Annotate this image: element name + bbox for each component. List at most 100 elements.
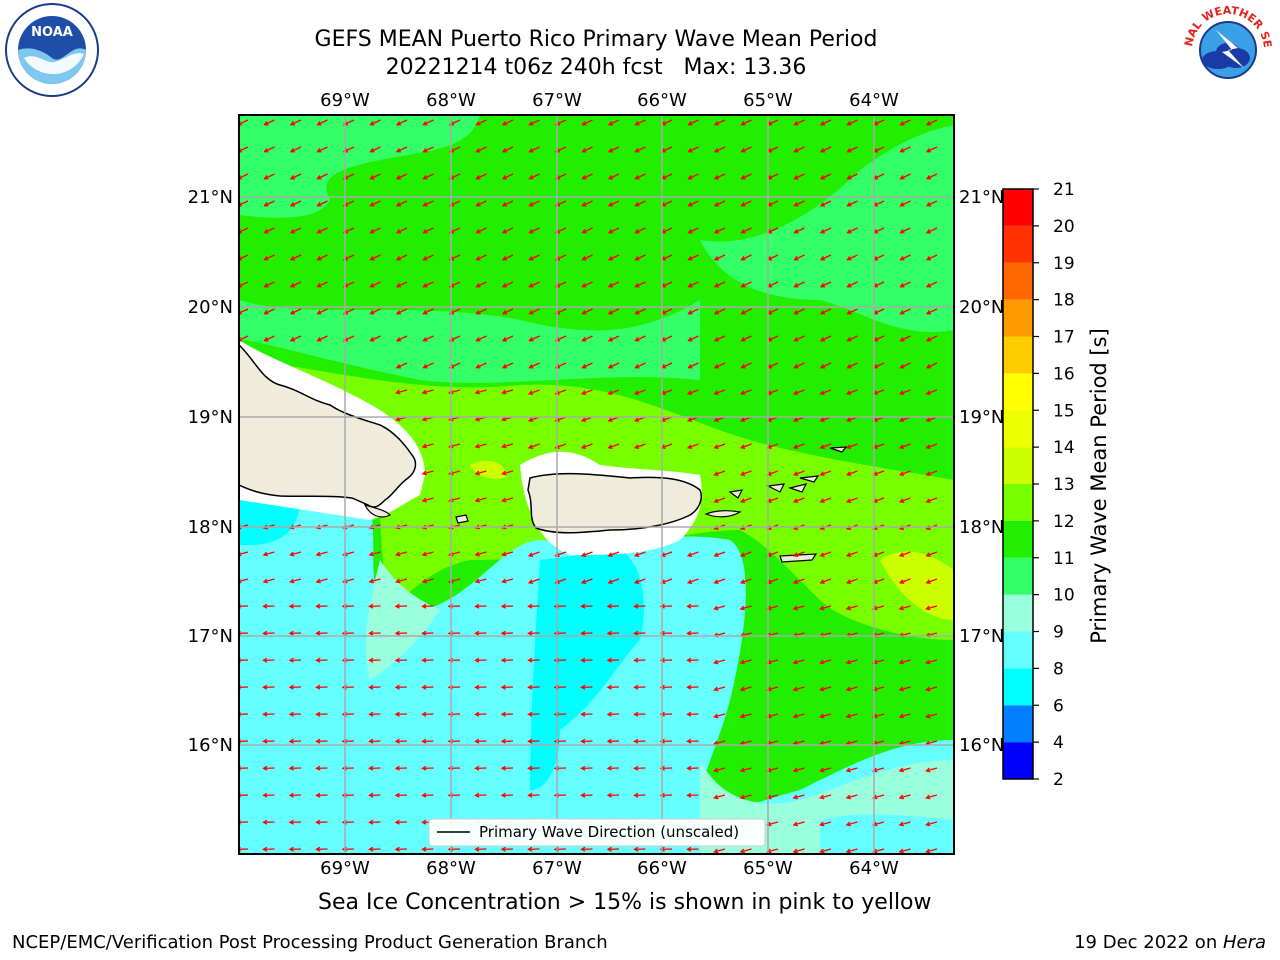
wave-arrow-head xyxy=(501,229,508,234)
wave-arrow xyxy=(423,119,434,126)
wave-arrow-head xyxy=(475,283,481,288)
wave-arrow-head xyxy=(819,767,825,773)
wave-arrow xyxy=(846,686,858,691)
wave-arrow xyxy=(370,335,381,342)
wave-arrow-head xyxy=(394,819,400,825)
wave-arrow-head xyxy=(792,579,799,585)
wave-arrow-head xyxy=(713,175,720,180)
wave-arrow-head xyxy=(793,229,799,234)
wave-arrow-head xyxy=(395,416,401,422)
colorbar-swatch xyxy=(1003,299,1033,337)
wave-arrow-head xyxy=(368,657,374,663)
wave-arrow xyxy=(741,200,752,207)
wave-arrow-head xyxy=(899,256,905,261)
wave-arrow-head xyxy=(421,443,427,449)
wave-arrow-head xyxy=(792,605,798,611)
wave-arrow xyxy=(740,551,752,557)
wave-arrow xyxy=(740,389,752,395)
wave-arrow xyxy=(502,335,514,342)
wave-arrow xyxy=(926,254,938,261)
wave-arrow-head xyxy=(500,630,506,636)
wave-arrow xyxy=(926,848,938,853)
wave-arrow-head xyxy=(739,686,745,692)
wave-arrow xyxy=(475,551,487,556)
wave-arrow-head xyxy=(395,551,401,557)
wave-arrow-head xyxy=(845,821,851,827)
wave-arrow-head xyxy=(846,364,852,369)
wave-arrow xyxy=(714,335,726,342)
wave-arrow xyxy=(846,848,858,853)
wave-arrow-head xyxy=(819,552,825,558)
wave-arrow xyxy=(820,605,832,610)
wave-arrow xyxy=(926,146,938,153)
wave-arrow-head xyxy=(793,310,799,315)
wave-arrow xyxy=(502,551,514,556)
wave-arrow xyxy=(529,362,540,369)
wave-arrow-head xyxy=(713,229,720,234)
wave-arrow xyxy=(476,173,487,180)
wave-arrow xyxy=(688,227,699,234)
wave-arrow-head xyxy=(262,792,268,798)
wave-arrow-head xyxy=(792,794,798,800)
wave-arrow-head xyxy=(898,605,904,611)
wave-arrow xyxy=(820,173,832,180)
wave-arrow xyxy=(528,389,540,395)
wave-arrow-head xyxy=(527,603,533,609)
wave-arrow xyxy=(264,173,275,180)
wave-arrow-head xyxy=(394,792,400,798)
lat-label-right: 21°N xyxy=(959,187,1004,208)
wave-arrow-head xyxy=(739,417,746,423)
wave-arrow xyxy=(926,362,938,369)
wave-arrow xyxy=(847,308,858,315)
chart-title: GEFS MEAN Puerto Rico Primary Wave Mean … xyxy=(314,27,878,52)
wave-arrow xyxy=(502,362,514,369)
wave-arrow-head xyxy=(713,579,719,585)
wave-arrow-head xyxy=(925,767,931,773)
wave-arrow-head xyxy=(740,337,746,342)
wave-arrow-head xyxy=(925,417,931,423)
wave-arrow-head xyxy=(606,603,612,609)
wave-arrow xyxy=(529,308,540,315)
footer-date: 19 Dec 2022 on xyxy=(1074,932,1223,953)
wave-arrow xyxy=(475,497,487,502)
wave-arrow-head xyxy=(581,121,587,126)
wave-arrow xyxy=(793,794,805,799)
wave-arrow-head xyxy=(607,579,613,585)
wave-arrow-head xyxy=(500,765,506,771)
wave-arrow-head xyxy=(316,256,322,261)
wave-arrow-head xyxy=(315,819,321,825)
wave-arrow xyxy=(873,389,885,395)
wave-arrow-head xyxy=(793,148,799,153)
wave-arrow-head xyxy=(315,738,321,744)
wave-arrow-head xyxy=(606,684,612,690)
wave-arrow xyxy=(846,470,858,476)
wave-arrow xyxy=(793,659,805,664)
wave-arrow-head xyxy=(898,848,904,854)
wave-arrow-head xyxy=(740,148,746,153)
wave-arrow xyxy=(846,497,858,503)
wave-arrow-head xyxy=(792,471,799,477)
wave-arrow-head xyxy=(474,792,480,798)
wave-arrow xyxy=(608,578,620,584)
wave-arrow xyxy=(608,173,620,180)
wave-arrow-head xyxy=(263,283,269,288)
wave-arrow xyxy=(396,335,408,342)
wave-arrow-head xyxy=(394,657,400,663)
wave-arrow-head xyxy=(527,792,533,798)
wave-arrow xyxy=(900,173,911,180)
wave-arrow-head xyxy=(925,821,931,827)
wave-arrow-head xyxy=(316,283,322,288)
wave-arrow xyxy=(661,335,673,342)
wave-arrow-head xyxy=(528,175,534,180)
colorbar-tick-label: 13 xyxy=(1053,475,1075,495)
wave-arrow xyxy=(873,686,885,691)
wave-arrow-head xyxy=(501,310,508,315)
wave-arrow xyxy=(422,470,434,475)
wave-arrow-head xyxy=(686,684,692,690)
wave-arrow-head xyxy=(422,364,428,369)
wave-arrow-head xyxy=(792,821,798,827)
wave-arrow xyxy=(634,389,646,395)
wave-arrow-head xyxy=(501,524,507,530)
wave-arrow-head xyxy=(527,684,533,690)
wave-arrow-head xyxy=(421,416,427,422)
